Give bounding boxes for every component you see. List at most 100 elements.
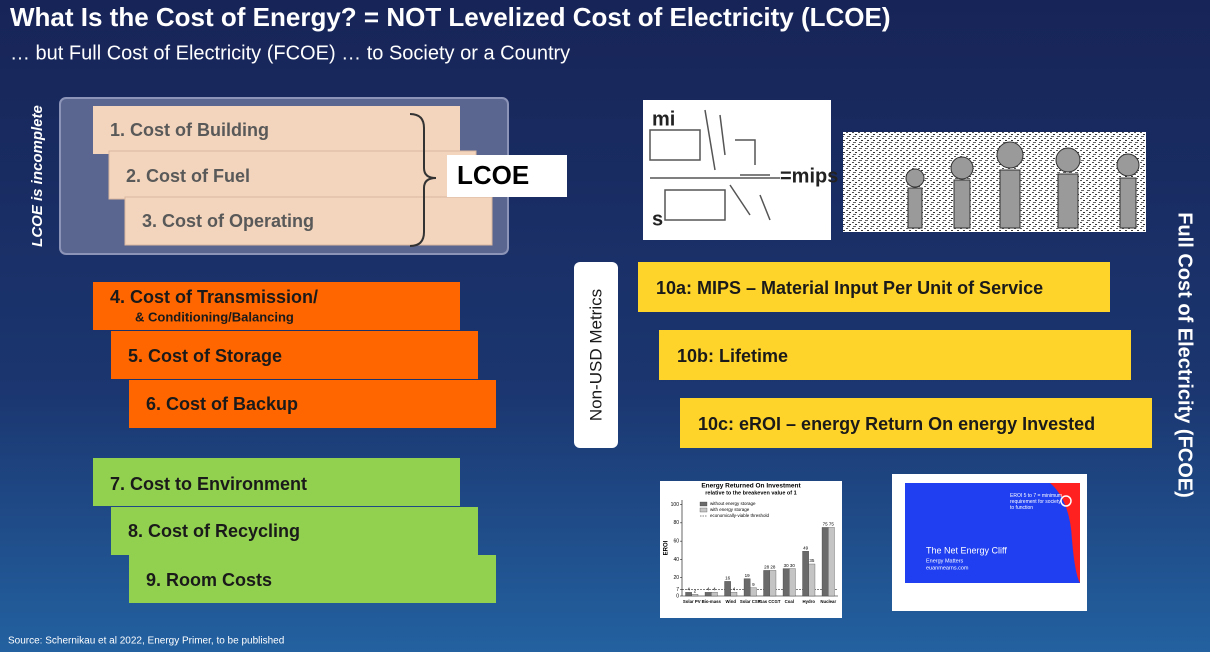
non-usd-label: Non-USD Metrics bbox=[586, 289, 605, 421]
eroi-title: Energy Returned On Investment bbox=[701, 483, 801, 490]
fcoe-label: Full Cost of Electricity (FCOE) bbox=[1174, 212, 1196, 498]
green-box bbox=[129, 555, 496, 603]
value-label: 4 bbox=[687, 587, 690, 592]
mips-right: =mips bbox=[780, 165, 838, 187]
legend-swatch bbox=[699, 507, 708, 513]
value-label: 4 bbox=[733, 587, 736, 592]
y-tick-label: 100 bbox=[671, 502, 680, 508]
value-label: 2 bbox=[694, 588, 697, 593]
mips-top: mi bbox=[652, 108, 675, 130]
bar bbox=[769, 570, 777, 597]
orange-box bbox=[111, 331, 478, 379]
bar bbox=[724, 581, 731, 597]
legend-label: economically-viable threshold bbox=[710, 513, 770, 518]
metric-box bbox=[680, 398, 1152, 448]
bracket bbox=[409, 113, 437, 247]
bar bbox=[763, 570, 770, 597]
lcoe-item: 1. Cost of Building bbox=[110, 120, 269, 140]
bar bbox=[821, 527, 829, 597]
value-label: 28 bbox=[764, 565, 770, 570]
x-tick-label: Hydro bbox=[803, 599, 816, 604]
metric: 10c: eROI – energy Return On energy Inve… bbox=[698, 414, 1095, 434]
value-label: 28 bbox=[770, 565, 776, 570]
x-tick-label: Gas CCGT bbox=[759, 599, 781, 604]
lcoe-item-box bbox=[93, 106, 460, 154]
value-label: 30 bbox=[784, 563, 790, 568]
green-item: 9. Room Costs bbox=[146, 570, 272, 590]
value-label: 49 bbox=[803, 545, 809, 550]
subtitle: … but Full Cost of Electricity (FCOE) … … bbox=[10, 42, 570, 64]
metric-box bbox=[638, 262, 1110, 312]
cliff-note-box: EROI 5 to 7 = minimum requirement for so… bbox=[1010, 493, 1063, 511]
bar bbox=[828, 527, 835, 597]
legend-label: with energy storage bbox=[710, 507, 750, 512]
legend-label: without energy storage bbox=[710, 501, 756, 506]
metric: 10b: Lifetime bbox=[677, 346, 788, 366]
orange-item: 4. Cost of Transmission/ bbox=[110, 287, 318, 307]
value-label: 75 bbox=[823, 522, 829, 527]
orange-box bbox=[129, 380, 496, 428]
y-tick-label: 0 bbox=[676, 593, 679, 599]
y-tick-label: 20 bbox=[673, 575, 679, 581]
bar bbox=[691, 594, 699, 597]
value-label: 16 bbox=[725, 576, 731, 581]
cliff-area bbox=[905, 483, 1080, 583]
x-tick-label: Solar PV bbox=[683, 599, 701, 604]
bar bbox=[750, 587, 757, 597]
orange-item: 5. Cost of Storage bbox=[128, 346, 282, 366]
people-figures bbox=[905, 141, 1140, 229]
x-tick-label: Wind bbox=[726, 599, 737, 604]
y-tick-label: 60 bbox=[673, 538, 679, 544]
lcoe-side-label: LCOE is incomplete bbox=[29, 105, 46, 247]
bar bbox=[782, 568, 790, 597]
value-label: 9 bbox=[752, 582, 755, 587]
y-tick-label: 40 bbox=[673, 557, 679, 563]
x-tick-label: Bio-mass bbox=[702, 599, 722, 604]
eroi-plot: 07 20 40 60 80 100 without energy storagewith … bbox=[671, 500, 838, 604]
lcoe-item: 2. Cost of Fuel bbox=[126, 166, 250, 186]
value-label: 4 bbox=[707, 587, 710, 592]
cliff-note: EROI 5 to 7 = minimum requirement for so… bbox=[1010, 493, 1063, 511]
value-label: 30 bbox=[790, 563, 796, 568]
x-tick-label: Nuclear bbox=[820, 599, 836, 604]
lcoe-item: 3. Cost of Operating bbox=[142, 211, 314, 231]
x-tick-label: Coal bbox=[785, 599, 794, 604]
orange-box bbox=[93, 282, 460, 330]
bar bbox=[685, 592, 692, 597]
bar bbox=[704, 592, 712, 597]
x-tick-label: Solar CSP bbox=[740, 599, 761, 604]
cliff-region bbox=[1050, 483, 1080, 583]
eroi-ylabel: EROI bbox=[664, 540, 670, 555]
value-label: 4 bbox=[713, 587, 716, 592]
orange-item-sub: & Conditioning/Balancing bbox=[135, 309, 294, 324]
green-box bbox=[93, 458, 460, 506]
non-usd-box bbox=[574, 262, 618, 448]
y-tick-label: 7 bbox=[676, 587, 679, 593]
metric-box bbox=[659, 330, 1131, 380]
green-item: 8. Cost of Recycling bbox=[128, 521, 300, 541]
metric: 10a: MIPS – Material Input Per Unit of S… bbox=[656, 278, 1043, 298]
value-label: 35 bbox=[809, 558, 815, 563]
title: What Is the Cost of Energy? = NOT Leveli… bbox=[10, 2, 891, 32]
bar bbox=[743, 578, 751, 597]
bar bbox=[711, 592, 718, 597]
cliff-site: euanmearns.com bbox=[926, 565, 969, 571]
mips-bottom: s bbox=[652, 208, 663, 230]
orange-item: 6. Cost of Backup bbox=[146, 394, 298, 414]
source: Source: Schernikau et al 2022, Energy Pr… bbox=[8, 636, 284, 647]
cliff-marker bbox=[1060, 495, 1072, 507]
green-item: 7. Cost to Environment bbox=[110, 474, 307, 494]
value-label: 19 bbox=[745, 573, 751, 578]
lcoe-label: LCOE bbox=[457, 160, 529, 190]
green-box bbox=[111, 507, 478, 555]
cliff-source: Energy Matters bbox=[926, 558, 964, 564]
people-image bbox=[843, 132, 1146, 232]
mips-image bbox=[643, 100, 831, 240]
y-tick-label: 80 bbox=[673, 520, 679, 526]
legend-swatch bbox=[699, 501, 708, 507]
bar bbox=[808, 563, 816, 597]
value-label: 75 bbox=[829, 522, 835, 527]
lcoe-item-box bbox=[124, 196, 493, 246]
cliff-title: The Net Energy Cliff bbox=[926, 545, 1007, 555]
